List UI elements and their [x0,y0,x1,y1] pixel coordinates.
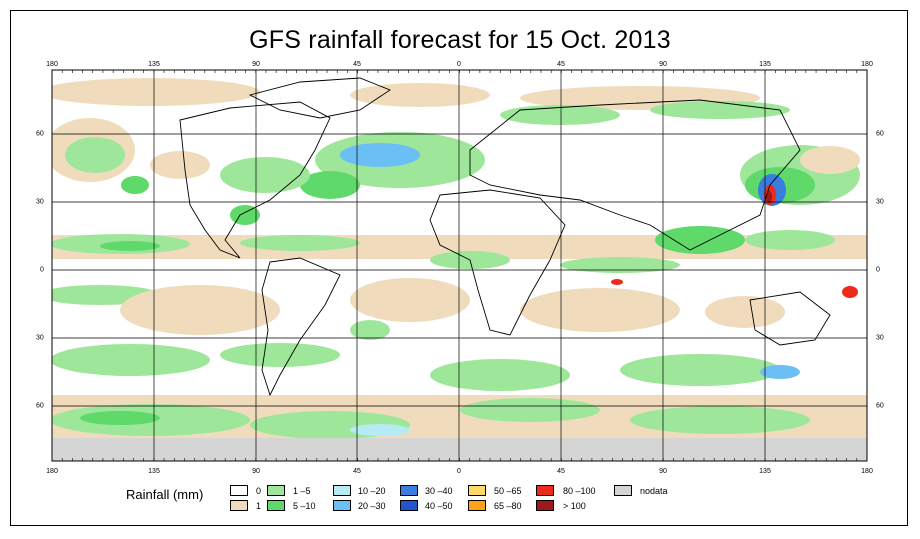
axis-tick-marks [51,70,868,461]
legend-swatch-7 [400,500,418,511]
lat-tick-left-2: 30 [36,198,44,206]
legend-swatch-3 [267,500,285,511]
lon-tick-bottom-4: 45 [353,468,361,475]
legend-label-3: 5 –10 [293,501,316,511]
lon-tick-bottom-6: 45 [557,468,565,475]
lat-tick-right-4: 30 [876,334,884,342]
lon-tick-bottom-5: 0 [457,468,461,475]
lon-tick-top-1: 180 [46,61,58,68]
legend-swatch-10 [536,485,554,496]
legend-swatch-11 [536,500,554,511]
lon-tick-top-4: 45 [353,61,361,68]
legend-label-11: > 100 [563,501,586,511]
lon-tick-top-5: 0 [457,61,461,68]
lon-tick-top-2: 135 [148,61,160,68]
legend-title: Rainfall (mm) [126,487,204,502]
lon-tick-top-7: 90 [659,61,667,68]
graticule [52,70,867,461]
lat-tick-left-5: 60 [36,402,44,410]
legend-label-1: 1 [256,501,262,511]
lon-tick-bottom-3: 90 [252,468,260,475]
legend-swatch-0 [230,485,248,496]
legend-label-4: 10 –20 [358,486,386,496]
lon-tick-bottom-7: 90 [659,468,667,475]
legend-label-2: 1 –5 [293,486,311,496]
legend-swatch-4 [333,485,351,496]
legend-label-0: 0 [256,486,262,496]
lon-tick-top-3: 90 [252,61,260,68]
legend-swatch-9 [468,500,486,511]
lon-tick-top-8: 135 [759,61,771,68]
legend-swatch-1 [230,500,248,511]
legend-label-9: 65 –80 [494,501,522,511]
legend-label-6: 30 –40 [425,486,453,496]
map-title: GFS rainfall forecast for 15 Oct. 2013 [249,26,671,54]
lon-tick-bottom-9: 180 [861,468,873,475]
lon-tick-top-6: 45 [557,61,565,68]
legend-label-8: 50 –65 [494,486,522,496]
legend-label-10: 80 –100 [563,486,596,496]
lat-tick-right-2: 30 [876,198,884,206]
legend-swatch-2 [267,485,285,496]
lat-tick-left-4: 30 [36,334,44,342]
lon-tick-bottom-1: 180 [46,468,58,475]
legend-label-12: nodata [640,486,668,496]
lat-tick-left-3: 0 [40,266,44,274]
lat-tick-right-5: 60 [876,402,884,410]
legend-swatch-12 [614,485,632,496]
legend-swatch-5 [333,500,351,511]
legend-label-7: 40 –50 [425,501,453,511]
lat-tick-right-3: 0 [876,266,880,274]
lat-tick-left-1: 60 [36,130,44,138]
lat-tick-right-1: 60 [876,130,884,138]
lon-tick-bottom-8: 135 [759,468,771,475]
lon-tick-top-9: 180 [861,61,873,68]
legend-swatch-6 [400,485,418,496]
legend-label-5: 20 –30 [358,501,386,511]
lon-tick-bottom-2: 135 [148,468,160,475]
figure-frame [10,10,908,526]
legend-swatch-8 [468,485,486,496]
